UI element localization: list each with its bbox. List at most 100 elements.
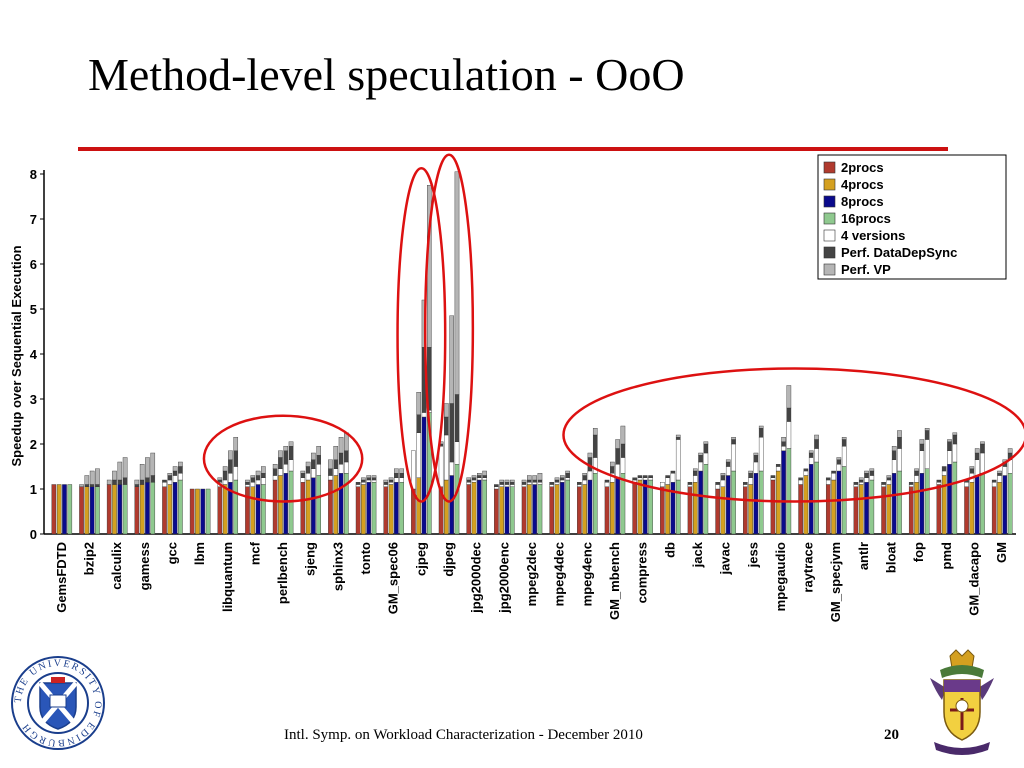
bar-segment-perf-vp — [233, 437, 239, 451]
bar-segment-4-versions — [250, 482, 256, 487]
annotation-ellipse — [562, 367, 1024, 503]
bar-segment-perf-vp — [89, 470, 95, 485]
bar-segment-perf-vp — [886, 475, 892, 478]
x-tick-label: db — [662, 542, 677, 558]
bar-base-16procs — [509, 486, 515, 535]
bar-segment-perf-datadepsync — [577, 482, 582, 485]
bar-segment-perf-datadepsync — [914, 470, 919, 476]
bar-segment-perf-datadepsync — [255, 475, 261, 481]
bar-base-4procs — [803, 475, 809, 535]
bar-segment-4-versions — [692, 475, 698, 483]
bar-segment-4-versions — [941, 470, 947, 476]
bar-segment-4-versions — [167, 479, 173, 485]
bar-base-8procs — [808, 464, 814, 535]
x-tick-label: compress — [635, 542, 650, 603]
bar-base-8procs — [62, 484, 67, 535]
bar-base-16procs — [869, 479, 875, 535]
bar-segment-perf-vp — [582, 473, 587, 476]
bar-segment-perf-datadepsync — [687, 482, 693, 485]
bar-segment-perf-datadepsync — [554, 479, 560, 483]
bar-segment-perf-datadepsync — [134, 484, 140, 487]
footer-text: Intl. Symp. on Workload Characterization… — [284, 727, 643, 743]
y-axis-label: Speedup over Sequential Execution — [9, 245, 24, 466]
bar-segment-4-versions — [1002, 466, 1008, 476]
bar-segment-perf-vp — [388, 477, 394, 481]
bar-segment-perf-datadepsync — [798, 477, 803, 481]
bar-base-8procs — [421, 416, 427, 535]
bar-segment-perf-datadepsync — [665, 475, 670, 478]
x-tick-label: javac — [718, 542, 733, 576]
bar-segment-perf-vp — [250, 475, 256, 478]
bar-segment-perf-vp — [454, 171, 460, 395]
bar-segment-perf-vp — [504, 479, 510, 483]
bar-segment-perf-datadepsync — [261, 473, 266, 478]
bar-segment-perf-vp — [560, 475, 565, 478]
bar-base-16procs — [1007, 473, 1013, 535]
bar-segment-perf-vp — [328, 459, 333, 469]
bar-segment-perf-datadepsync — [637, 475, 643, 478]
bar-base-8procs — [89, 486, 95, 535]
bar-base-16procs — [261, 484, 266, 535]
bar-segment-perf-vp — [471, 475, 477, 478]
bar-segment-perf-vp — [1007, 448, 1013, 454]
bar-segment-4-versions — [471, 479, 477, 483]
bar-segment-4-versions — [836, 464, 842, 472]
bar-segment-perf-datadepsync — [853, 482, 859, 485]
bar-segment-4-versions — [687, 484, 693, 487]
bar-segment-perf-vp — [748, 470, 753, 474]
bar-segment-perf-datadepsync — [692, 470, 698, 476]
bar-base-2procs — [936, 484, 942, 535]
x-tick-label: mpeg2dec — [524, 542, 539, 606]
bar-segment-perf-datadepsync — [272, 468, 278, 476]
bar-base-4procs — [997, 482, 1002, 535]
bar-segment-4-versions — [421, 412, 427, 418]
bar-base-8procs — [532, 484, 537, 535]
bar-base-2procs — [328, 479, 333, 535]
bar-base-16procs — [233, 479, 239, 535]
x-tick-label: bloat — [884, 541, 899, 573]
bar-segment-4-versions — [444, 434, 449, 481]
bar-segment-4-versions — [831, 473, 836, 481]
bar-segment-perf-datadepsync — [615, 448, 620, 465]
bar-base-8procs — [919, 473, 925, 535]
bar-segment-perf-vp — [255, 470, 261, 476]
bar-segment-perf-vp — [786, 385, 792, 409]
bar-segment-perf-vp — [554, 477, 560, 481]
x-tick-label: antlr — [856, 542, 871, 570]
bar-segment-perf-vp — [482, 470, 487, 476]
bar-segment-perf-datadepsync — [565, 473, 570, 478]
x-tick-label: mpeg4dec — [552, 542, 567, 606]
bar-segment-perf-vp — [305, 461, 311, 467]
bar-base-2procs — [549, 486, 555, 535]
bar-segment-perf-vp — [808, 450, 814, 454]
bar-base-8procs — [725, 475, 731, 535]
bar-segment-perf-datadepsync — [620, 443, 626, 458]
bar-segment-4-versions — [233, 466, 239, 481]
x-tick-label: jack — [690, 541, 705, 568]
bar-segment-perf-vp — [394, 468, 399, 474]
legend-label: 8procs — [841, 194, 884, 209]
bar-segment-4-versions — [477, 477, 482, 481]
bar-base-16procs — [205, 488, 211, 535]
bar-base-8procs — [366, 482, 372, 535]
bar-segment-4-versions — [715, 484, 720, 490]
legend-label: Perf. DataDepSync — [841, 245, 957, 260]
legend-label: 16procs — [841, 211, 891, 226]
x-tick-label: GemsFDTD — [54, 542, 69, 613]
bar-segment-perf-vp — [610, 461, 615, 467]
bar-segment-4-versions — [891, 459, 897, 474]
bar-segment-perf-datadepsync — [947, 441, 952, 451]
legend-swatch — [823, 212, 836, 225]
bar-base-8procs — [311, 477, 316, 535]
bar-segment-perf-datadepsync — [969, 468, 975, 474]
bar-base-8procs — [974, 475, 980, 535]
bar-segment-4-versions — [565, 477, 570, 481]
bar-segment-perf-datadepsync — [300, 473, 306, 478]
bar-segment-perf-vp — [95, 468, 100, 485]
bar-segment-perf-vp — [283, 446, 289, 451]
bar-segment-perf-vp — [145, 457, 150, 478]
bar-base-8procs — [615, 477, 620, 535]
bar-segment-4-versions — [869, 475, 875, 481]
bar-base-2procs — [604, 486, 610, 535]
bar-base-4procs — [195, 488, 200, 535]
